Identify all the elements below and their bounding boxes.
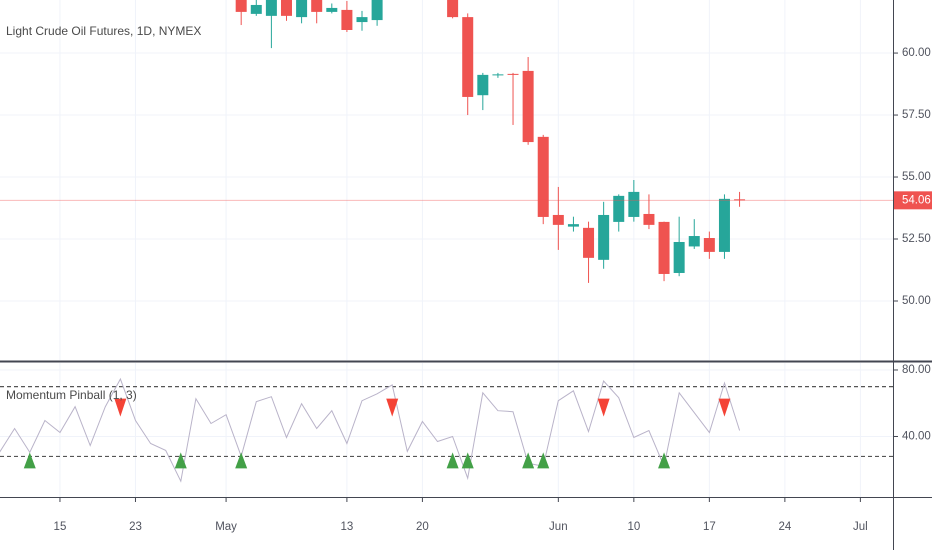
y-tick-label: 50.00 [902, 295, 931, 307]
sell-signal [718, 398, 731, 417]
y-tick-label: 55.00 [902, 171, 931, 183]
buy-signal [446, 452, 459, 469]
buy-signal [658, 452, 671, 469]
candle-body [522, 70, 534, 143]
x-tick-label: 13 [341, 521, 354, 533]
candle-body [583, 227, 595, 258]
indicator-line [0, 377, 741, 483]
chart-title: Light Crude Oil Futures, 1D, NYMEX [6, 24, 201, 38]
candle-body [703, 238, 715, 252]
buy-signal [23, 452, 36, 469]
candle-body [296, 0, 308, 18]
candle-body [356, 17, 368, 23]
y-tick-label: 80.00 [902, 364, 931, 376]
last-price-label: 54.06 [902, 194, 931, 206]
x-tick-label: 17 [703, 521, 716, 533]
x-tick-label: May [215, 521, 237, 533]
buy-signal [174, 452, 187, 469]
candle-body [341, 9, 353, 31]
y-tick-label: 57.50 [902, 109, 931, 121]
candle-body [280, 0, 292, 16]
candle-body [462, 17, 474, 97]
buy-signal [235, 452, 248, 469]
indicator-pane [0, 377, 893, 483]
candle-body [326, 7, 338, 12]
sell-signal [386, 398, 399, 417]
y-tick-label: 60.00 [902, 47, 931, 59]
candle-body [613, 195, 625, 222]
candle-body [658, 221, 670, 274]
candle-body [673, 241, 685, 273]
indicator-title: Momentum Pinball (1, 3) [6, 388, 137, 402]
x-tick-label: 24 [778, 521, 791, 533]
buy-signal [522, 452, 535, 469]
x-tick-label: 10 [627, 521, 640, 533]
candle-body [250, 4, 262, 14]
axes: 15 23 May 13 20 Jun 10 17 24 Jul 50.00 52.50 55.00 57… [54, 47, 932, 533]
y-tick-label: 52.50 [902, 233, 931, 245]
last-price-box [894, 191, 932, 210]
x-tick-label: 20 [416, 521, 429, 533]
candle-body [447, 0, 459, 18]
candle-body [311, 0, 323, 12]
candle-body [371, 0, 383, 21]
x-tick-label: Jun [549, 521, 568, 533]
candle-body [688, 236, 700, 247]
candle-body [492, 74, 504, 76]
x-tick-label: 15 [54, 521, 67, 533]
candle-body [477, 74, 489, 96]
candle-body [235, 0, 247, 12]
candle-body [265, 0, 277, 16]
x-tick-label: Jul [853, 521, 868, 533]
candle-body [537, 136, 549, 217]
grid [0, 0, 893, 497]
candle-body [643, 213, 655, 225]
candle-body [552, 214, 564, 225]
buy-signal [461, 452, 474, 469]
buy-signal [537, 452, 550, 469]
price-pane [0, 0, 893, 283]
candle-body [734, 199, 746, 201]
candle-body [628, 191, 640, 217]
sell-signal [114, 398, 127, 417]
y-tick-label: 40.00 [902, 431, 931, 443]
sell-signal [597, 398, 610, 417]
candle-body [718, 198, 730, 252]
candle-body [598, 214, 610, 260]
x-tick-label: 23 [129, 521, 142, 533]
candle-body [507, 73, 519, 75]
candle-body [567, 224, 579, 227]
